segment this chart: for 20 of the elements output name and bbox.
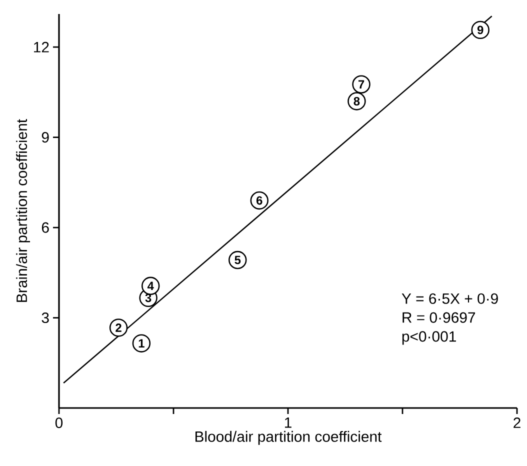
y-axis-title: Brain/air partition coefficient: [16, 119, 30, 302]
annotation: R = 0·9697: [402, 312, 476, 323]
y-tick-label: 9: [42, 132, 49, 143]
y-tick-label: 12: [34, 42, 49, 52]
annotation: 6: [256, 196, 262, 205]
annotation: 9: [477, 26, 484, 34]
annotation: 2: [116, 324, 122, 332]
annotation: p<0·001: [402, 331, 456, 345]
x-tick-label: 0: [55, 417, 63, 428]
annotation: 1: [138, 339, 144, 348]
annotation: 8: [354, 96, 360, 106]
annotation: 5: [234, 256, 241, 264]
x-tick-label: 2: [514, 417, 520, 428]
x-axis-title: Blood/air partition coefficient: [195, 430, 382, 445]
y-tick-label: 3: [42, 312, 49, 324]
x-tick-label: 1: [284, 418, 292, 428]
y-tick-label: 6: [42, 222, 49, 233]
annotation: 7: [358, 80, 364, 88]
annotation: Y = 6·5X + 0·9: [402, 293, 498, 304]
annotation: 4: [147, 282, 154, 290]
